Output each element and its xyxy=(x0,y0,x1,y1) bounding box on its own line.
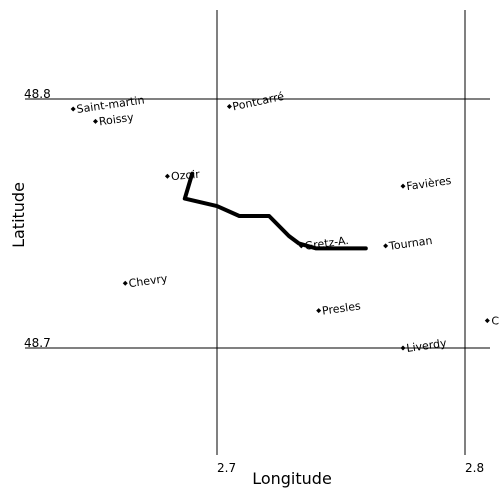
town-marker: Pontcarré xyxy=(226,90,286,114)
town-label: Ozoir xyxy=(171,168,201,183)
latitude-tick-label: 48.7 xyxy=(24,336,51,350)
town-point xyxy=(298,243,304,249)
x-axis-label: Longitude xyxy=(252,469,332,488)
town-point xyxy=(383,243,389,249)
town-marker: Roissy xyxy=(92,111,135,129)
town-marker: Tournan xyxy=(383,234,433,253)
y-axis-label: Latitude xyxy=(9,182,28,248)
town-point xyxy=(164,173,170,179)
town-label: Pontcarré xyxy=(231,90,285,114)
town-point xyxy=(484,318,490,324)
grid-lines xyxy=(25,10,490,455)
town-point xyxy=(400,345,406,351)
town-marker: Ozoir xyxy=(164,168,201,183)
town-point xyxy=(226,103,232,109)
town-marker: Favières xyxy=(400,174,453,193)
town-marker: Gretz-A. xyxy=(298,234,350,253)
town-marker: Saint-martin xyxy=(70,94,146,116)
latitude-tick-label: 48.8 xyxy=(24,87,51,101)
town-label: Liverdy xyxy=(406,336,448,355)
town-point xyxy=(400,183,406,189)
town-point xyxy=(92,118,98,124)
town-label: Saint-martin xyxy=(76,94,146,116)
town-point xyxy=(316,308,322,314)
town-marker: Chevry xyxy=(122,272,169,290)
longitude-tick-label: 2.7 xyxy=(217,461,236,475)
town-marker: Liverdy xyxy=(400,336,448,355)
route-path xyxy=(182,171,368,251)
town-label: Presles xyxy=(321,299,361,317)
town-marker: Presles xyxy=(316,299,362,318)
town-label: Tournan xyxy=(387,234,433,253)
tick-labels: 2.7 2.8 48.8 48.7 xyxy=(24,87,484,475)
town-label: Chevry xyxy=(128,272,169,290)
town-label: C xyxy=(491,315,499,328)
town-label: Favières xyxy=(406,174,453,193)
town-marker: C xyxy=(484,315,499,328)
town-label: Roissy xyxy=(98,111,135,129)
route-layer xyxy=(182,171,368,251)
town-label: Gretz-A. xyxy=(304,234,350,253)
town-point xyxy=(122,280,128,286)
town-point xyxy=(70,106,76,112)
longitude-tick-label: 2.8 xyxy=(465,461,484,475)
